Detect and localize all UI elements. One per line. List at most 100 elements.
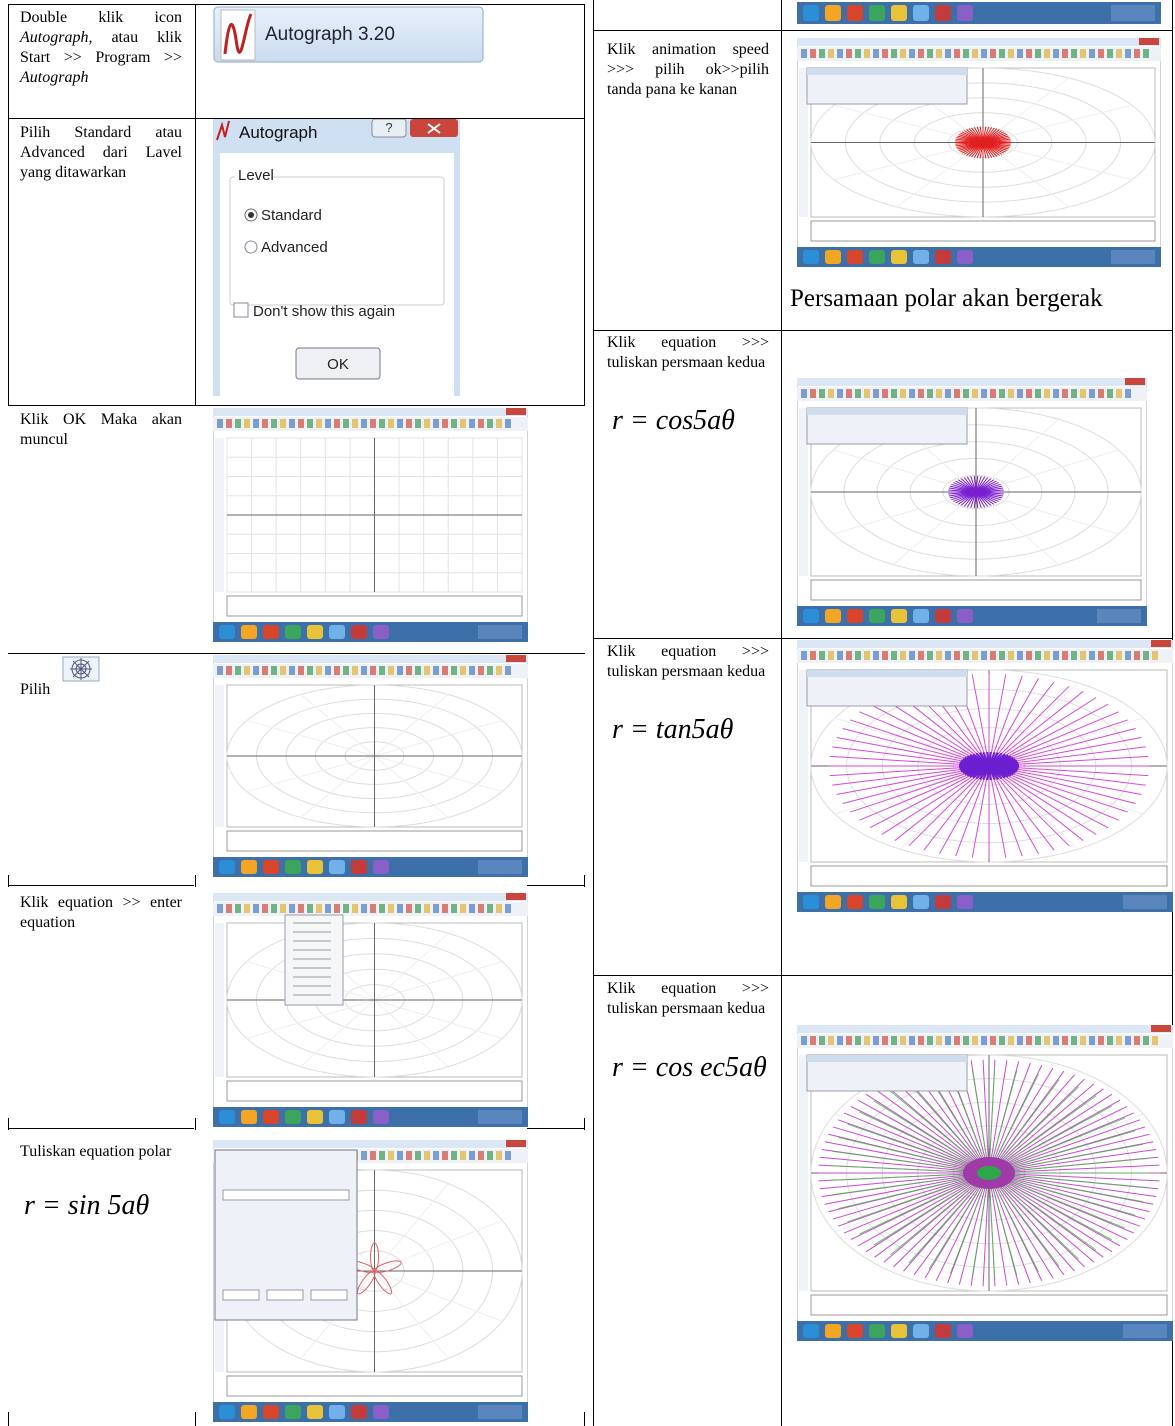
tool <box>253 666 259 675</box>
tray <box>478 860 522 874</box>
tool <box>1098 651 1104 660</box>
taskbar-icon <box>219 625 235 639</box>
tool <box>1116 1036 1122 1045</box>
taskbar-icon <box>891 895 907 909</box>
tool <box>370 904 376 913</box>
taskbar-icon <box>351 1110 367 1124</box>
instruction: Klik equation >> enter equation <box>20 893 182 933</box>
ok-label[interactable]: OK <box>327 356 349 373</box>
tool <box>1062 49 1068 58</box>
rule <box>8 4 9 406</box>
instruction: Klik OK Maka akan muncul <box>20 410 182 450</box>
tool <box>1143 49 1149 58</box>
radio-label[interactable]: Advanced <box>261 239 328 256</box>
tool <box>846 389 852 398</box>
taskbar-icon <box>935 895 951 909</box>
tool <box>1026 1036 1032 1045</box>
edit-button <box>267 1290 303 1300</box>
tool <box>828 1036 834 1045</box>
tool <box>469 904 475 913</box>
tool <box>1035 389 1041 398</box>
tool <box>1098 1036 1104 1045</box>
tool <box>1044 49 1050 58</box>
dialog-title: Autograph <box>239 123 317 142</box>
tool <box>819 651 825 660</box>
tool <box>316 666 322 675</box>
tool <box>496 666 502 675</box>
tool <box>217 666 223 675</box>
tool <box>433 904 439 913</box>
taskbar-icon <box>891 1324 907 1338</box>
checkbox[interactable] <box>234 303 248 317</box>
tool <box>855 49 861 58</box>
tool <box>828 49 834 58</box>
tool <box>1152 651 1158 660</box>
taskbar-icon <box>957 250 973 264</box>
title-bar <box>797 1025 1173 1033</box>
level-dialog: ? Autograph Level Standard Advanced Don'… <box>213 119 461 397</box>
radio-label[interactable]: Standard <box>261 207 322 224</box>
tool <box>424 1151 430 1160</box>
tool <box>451 1151 457 1160</box>
tool <box>972 389 978 398</box>
tool <box>1125 1036 1131 1045</box>
tool <box>1071 651 1077 660</box>
close <box>1139 38 1159 45</box>
icon-grid <box>70 658 92 680</box>
tool <box>343 904 349 913</box>
tool <box>1134 651 1140 660</box>
tool <box>1017 389 1023 398</box>
title-bar <box>213 408 528 416</box>
rule <box>527 1128 585 1129</box>
tool <box>846 49 852 58</box>
tool <box>990 49 996 58</box>
tool <box>954 389 960 398</box>
tool <box>1044 651 1050 660</box>
tool <box>1044 389 1050 398</box>
tool <box>379 904 385 913</box>
taskbar-icon <box>307 1405 323 1419</box>
rule <box>593 330 1173 331</box>
tool <box>1125 49 1131 58</box>
tool <box>433 419 439 428</box>
tool <box>424 904 430 913</box>
tool <box>271 419 277 428</box>
tool <box>1125 651 1131 660</box>
tool <box>882 49 888 58</box>
rule <box>584 1412 585 1426</box>
controller-bar <box>807 68 967 75</box>
tool <box>855 1036 861 1045</box>
tool <box>397 1151 403 1160</box>
controller-bar <box>807 408 967 415</box>
tool <box>487 419 493 428</box>
tool <box>487 666 493 675</box>
text: Autograph, <box>20 29 92 46</box>
tool <box>262 666 268 675</box>
tool <box>316 419 322 428</box>
title-bar <box>213 1140 528 1148</box>
tool <box>406 1151 412 1160</box>
checkbox-label[interactable]: Don't show this again <box>253 303 395 320</box>
taskbar-icon <box>307 860 323 874</box>
tool <box>442 666 448 675</box>
tool <box>370 666 376 675</box>
title-bar <box>797 38 1161 46</box>
tool <box>1134 1036 1140 1045</box>
screenshot <box>797 0 1161 26</box>
tool <box>478 666 484 675</box>
tool <box>352 904 358 913</box>
tool <box>963 49 969 58</box>
tool <box>235 904 241 913</box>
tool <box>954 651 960 660</box>
tray <box>478 1110 522 1124</box>
side-tools <box>215 923 224 1077</box>
tool <box>1044 1036 1050 1045</box>
tool <box>855 389 861 398</box>
tool <box>891 49 897 58</box>
radio[interactable] <box>245 241 257 253</box>
taskbar-icon <box>285 1405 301 1419</box>
rule <box>593 975 1173 976</box>
close <box>1151 1025 1171 1032</box>
taskbar-icon <box>219 1405 235 1419</box>
side-tools <box>215 685 224 827</box>
